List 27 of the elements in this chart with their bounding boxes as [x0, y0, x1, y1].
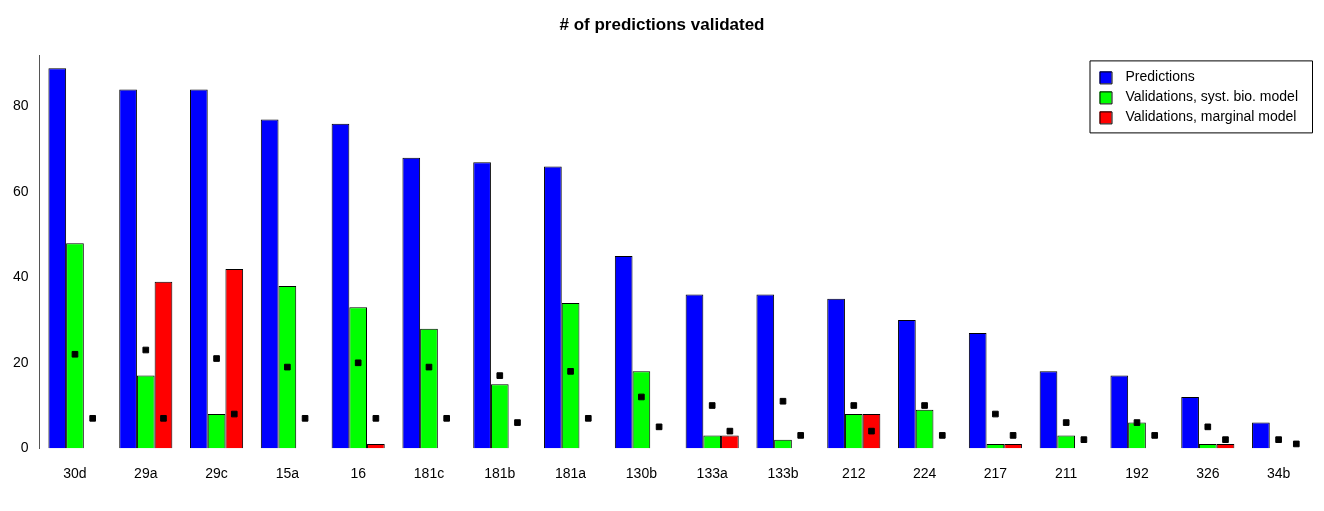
x-tick-label: 29c [205, 465, 228, 482]
x-tick-label: 326 [1196, 465, 1220, 482]
x-tick-label: 181b [484, 465, 516, 482]
x-tick-label: 181a [555, 465, 587, 482]
x-tick-label: 130b [625, 465, 658, 482]
y-tick-label: 60 [12, 182, 29, 199]
x-tick-label: 192 [1125, 465, 1149, 482]
y-tick-label: 20 [12, 353, 29, 370]
x-tick-label: 16 [350, 465, 367, 482]
y-tick-label: 0 [20, 439, 29, 456]
legend-label: Validations, marginal model [1125, 108, 1297, 125]
x-tick-label: 29a [134, 465, 158, 482]
x-tick-label: 15a [275, 465, 300, 482]
x-tick-label: 224 [912, 465, 937, 482]
x-tick-label: 34b [1266, 465, 1291, 482]
legend-label: Validations, syst. bio. model [1125, 88, 1299, 105]
x-tick-label: 211 [1055, 465, 1078, 482]
y-tick-label: 40 [12, 268, 29, 285]
x-tick-label: 181c [413, 465, 445, 482]
x-tick-label: 133a [696, 465, 728, 482]
x-tick-label: 212 [842, 465, 866, 482]
y-tick-label: 80 [12, 97, 29, 114]
legend-label: Predictions [1125, 68, 1195, 85]
x-tick-label: 30d [63, 465, 87, 482]
x-tick-label: 133b [767, 465, 799, 482]
chart-title: # of predictions validated [559, 14, 765, 34]
x-tick-label: 217 [983, 465, 1008, 482]
